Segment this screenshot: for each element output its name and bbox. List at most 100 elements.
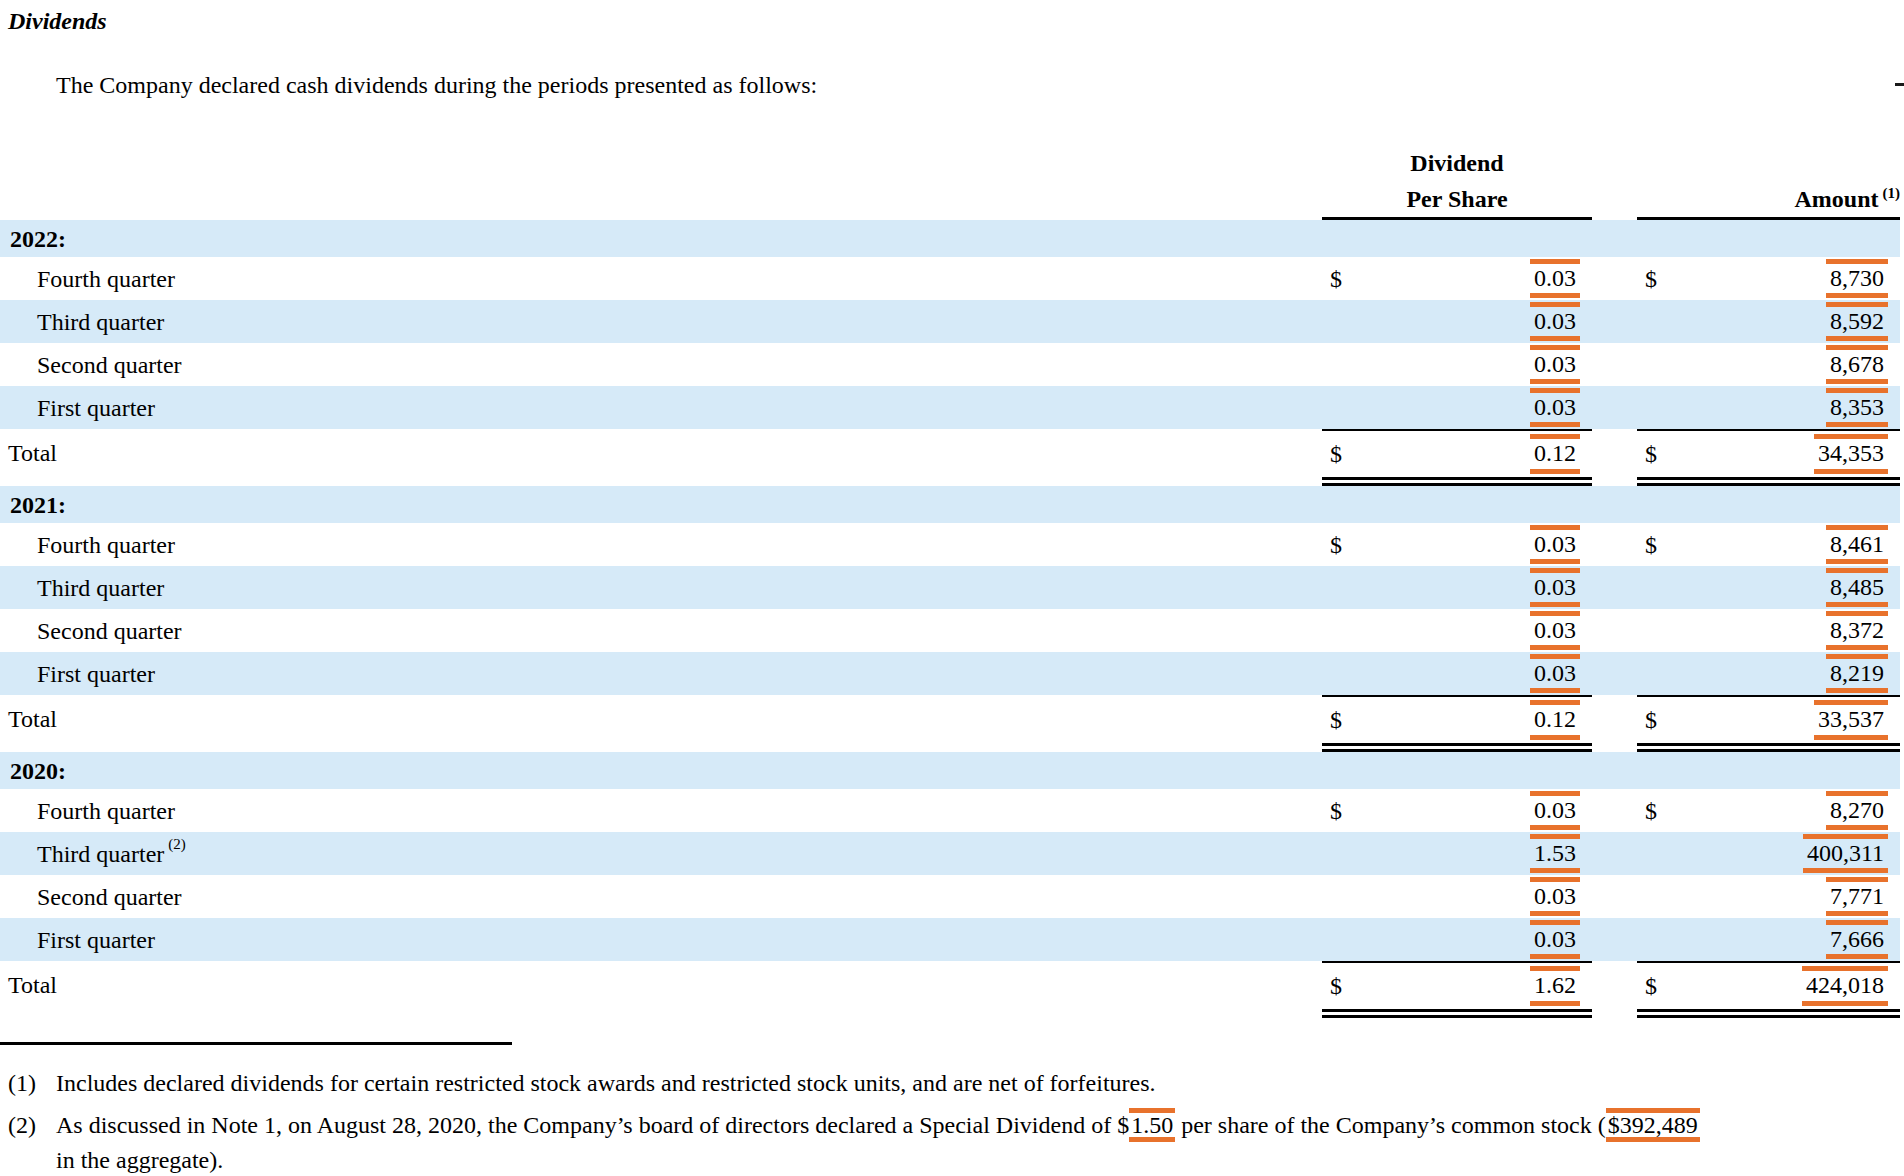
table-header-row: Dividend Per Share Amount(1) [0, 138, 1900, 220]
column-gap [1592, 386, 1637, 429]
header-spacer [0, 138, 1322, 220]
amount-cell: $8,270 [1637, 789, 1900, 832]
empty-cell [1592, 220, 1637, 257]
per-share-value: 0.03 [1530, 877, 1580, 916]
amount-cell: 8,353 [1637, 386, 1900, 429]
dollar-sign: $ [1330, 442, 1342, 466]
amount-cell: 400,311 [1637, 832, 1900, 875]
per-share-cell: $0.03 [1322, 257, 1592, 300]
amount-total-value: 33,537 [1814, 700, 1888, 739]
quarter-label: Third quarter [0, 300, 1322, 343]
amount-cell: 8,592 [1637, 300, 1900, 343]
quarter-label: Second quarter [0, 343, 1322, 386]
quarter-row: Fourth quarter $0.03 $8,270 [0, 789, 1900, 832]
footnote-2-text: As discussed in Note 1, on August 28, 20… [56, 1108, 1898, 1176]
per-share-value: 0.03 [1530, 920, 1580, 959]
highlighted-aggregate-amount: $392,489 [1606, 1108, 1700, 1142]
quarter-label: First quarter [0, 386, 1322, 429]
double-rule [1637, 1009, 1900, 1018]
double-rule-row [0, 1009, 1900, 1018]
quarter-label-text: Fourth quarter [37, 533, 175, 557]
quarter-label-text: First quarter [37, 396, 155, 420]
double-rule [1637, 477, 1900, 486]
column-gap [1592, 652, 1637, 695]
quarter-row: Second quarter 0.03 7,771 [0, 875, 1900, 918]
amount-value: 8,485 [1826, 568, 1888, 607]
year-row-2021: 2021: [0, 486, 1900, 523]
per-share-value: 0.03 [1530, 654, 1580, 693]
column-gap [1592, 918, 1637, 961]
per-share-header-line1: Dividend [1410, 151, 1503, 175]
quarter-row: Second quarter 0.03 8,678 [0, 343, 1900, 386]
per-share-value: 0.03 [1530, 611, 1580, 650]
per-share-cell: 0.03 [1322, 300, 1592, 343]
dollar-sign: $ [1330, 267, 1342, 291]
per-share-value: 0.03 [1530, 525, 1580, 564]
amount-value: 7,771 [1826, 877, 1888, 916]
per-share-total-value: 1.62 [1530, 966, 1580, 1005]
quarter-row: Fourth quarter $0.03 $8,461 [0, 523, 1900, 566]
quarter-label-text: Fourth quarter [37, 799, 175, 823]
per-share-value: 0.03 [1530, 388, 1580, 427]
column-gap [1592, 875, 1637, 918]
dollar-sign: $ [1645, 708, 1657, 732]
column-gap [1592, 257, 1637, 300]
dollar-sign: $ [1330, 708, 1342, 732]
per-share-value: 0.03 [1530, 259, 1580, 298]
amount-value: 8,461 [1826, 525, 1888, 564]
year-row-2020: 2020: [0, 752, 1900, 789]
column-gap [1592, 695, 1637, 743]
empty-cell [0, 477, 1322, 486]
dollar-sign: $ [1330, 533, 1342, 557]
per-share-column-header: Dividend Per Share [1322, 138, 1592, 220]
column-gap [1592, 961, 1637, 1009]
footnote-2-marker: (2) [8, 1108, 56, 1176]
year-label: 2020: [0, 752, 1322, 789]
per-share-value: 0.03 [1530, 345, 1580, 384]
double-rule [1637, 743, 1900, 752]
quarter-row: First quarter 0.03 7,666 [0, 918, 1900, 961]
empty-cell [1592, 1009, 1637, 1018]
empty-cell [0, 1009, 1322, 1018]
amount-footnote-ref: (1) [1883, 186, 1901, 201]
quarter-label-text: First quarter [37, 928, 155, 952]
amount-total-value: 34,353 [1814, 434, 1888, 473]
footnote-2-line2: in the aggregate). [56, 1147, 223, 1173]
column-gap [1592, 609, 1637, 652]
dollar-sign: $ [1330, 799, 1342, 823]
amount-cell: $8,461 [1637, 523, 1900, 566]
double-rule-row [0, 477, 1900, 486]
amount-total-cell: $34,353 [1637, 429, 1900, 477]
dollar-sign: $ [1645, 442, 1657, 466]
per-share-value: 0.03 [1530, 302, 1580, 341]
column-gap [1592, 300, 1637, 343]
quarter-label-text: First quarter [37, 662, 155, 686]
double-rule [1322, 1009, 1592, 1018]
double-rule [1322, 477, 1592, 486]
total-row: Total $0.12 $34,353 [0, 429, 1900, 477]
total-label: Total [0, 695, 1322, 743]
per-share-total-value: 0.12 [1530, 434, 1580, 473]
column-gap [1592, 832, 1637, 875]
amount-value: 7,666 [1826, 920, 1888, 959]
per-share-total-cell: $0.12 [1322, 695, 1592, 743]
quarter-row: Third quarter 0.03 8,592 [0, 300, 1900, 343]
per-share-cell: $0.03 [1322, 523, 1592, 566]
amount-column-header: Amount(1) [1637, 138, 1900, 220]
footnote-separator [0, 1042, 512, 1045]
intro-paragraph: The Company declared cash dividends duri… [56, 72, 817, 99]
empty-cell [0, 743, 1322, 752]
dollar-sign: $ [1645, 533, 1657, 557]
per-share-total-cell: $0.12 [1322, 429, 1592, 477]
per-share-header-line2: Per Share [1406, 187, 1507, 211]
double-rule [1322, 743, 1592, 752]
quarter-row: First quarter 0.03 8,219 [0, 652, 1900, 695]
footnote-2-segment: per share of the Company’s common stock … [1175, 1112, 1606, 1138]
empty-cell [1322, 486, 1592, 523]
amount-value: 8,678 [1826, 345, 1888, 384]
amount-cell: 8,219 [1637, 652, 1900, 695]
amount-value: 8,219 [1826, 654, 1888, 693]
amount-total-cell: $424,018 [1637, 961, 1900, 1009]
dollar-sign: $ [1645, 974, 1657, 998]
quarter-label: Third quarter(2) [0, 832, 1322, 875]
